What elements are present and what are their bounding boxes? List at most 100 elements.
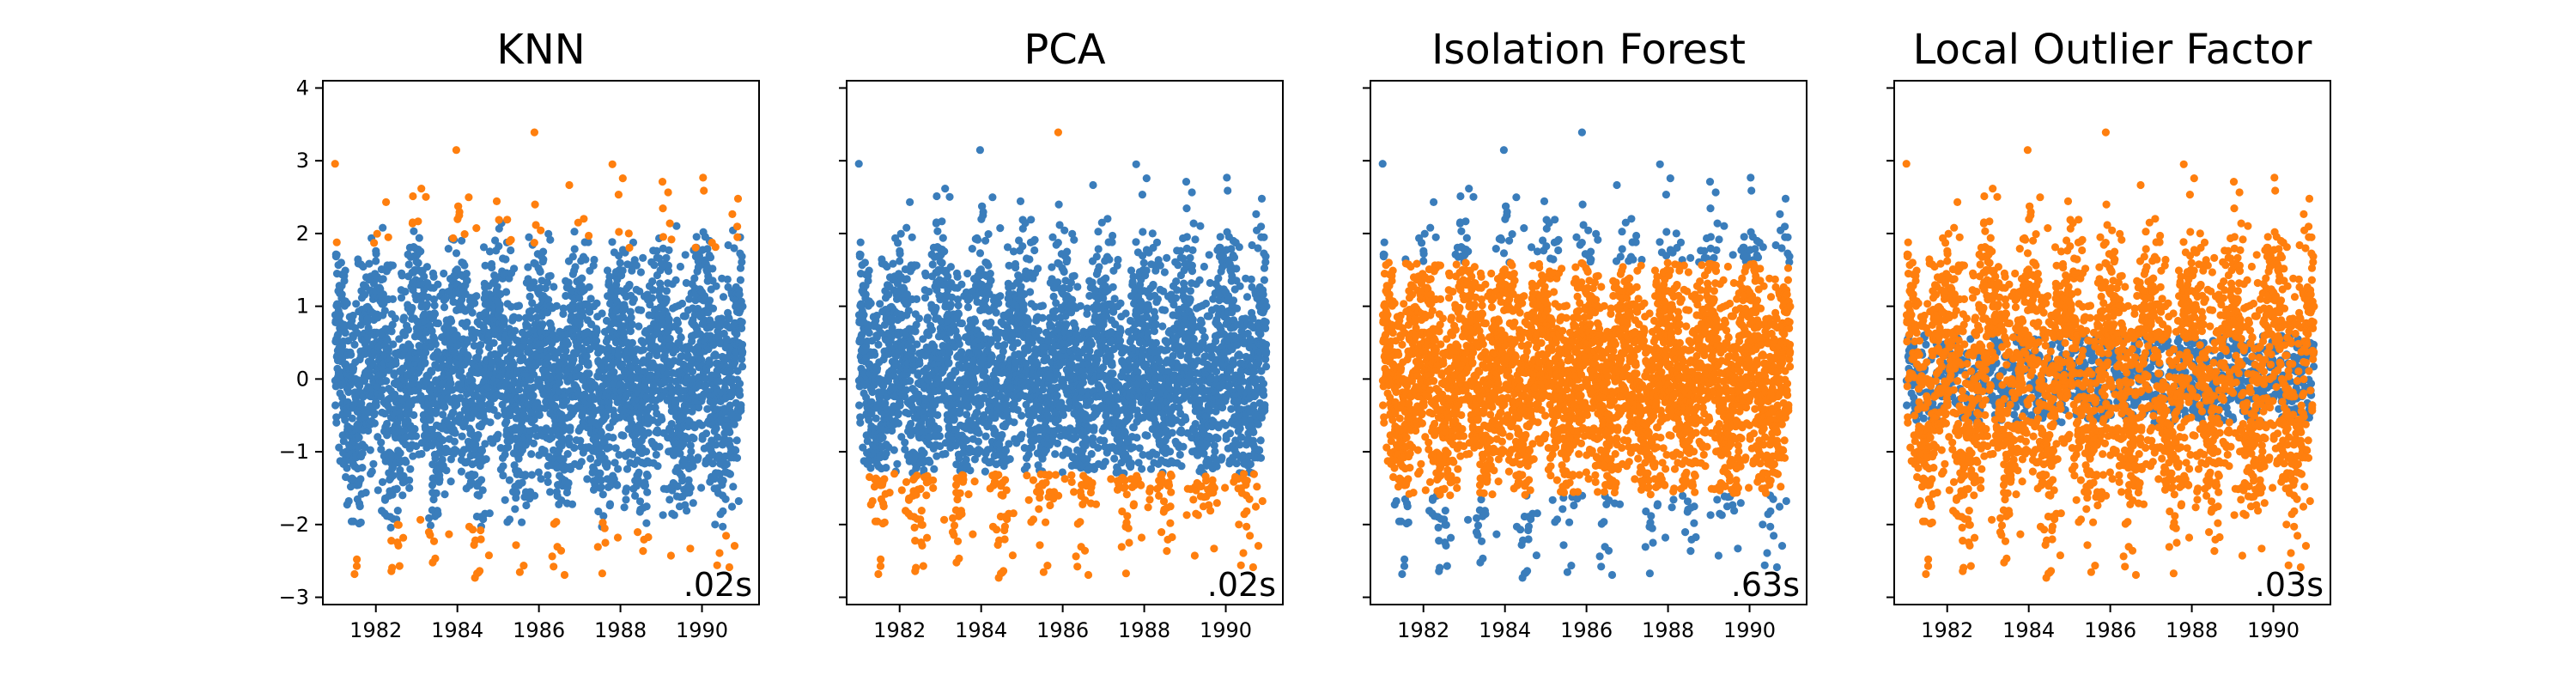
inlier-point [502,288,511,296]
outlier-point [666,551,675,560]
outlier-point [495,216,503,224]
inlier-point [392,484,401,493]
inlier-point [628,320,636,329]
inlier-point [637,306,646,314]
inlier-point [714,433,722,441]
inlier-point [422,263,431,271]
inlier-point [678,477,687,485]
inlier-point [505,515,514,524]
inlier-point [695,404,703,412]
inlier-point [355,502,364,511]
inlier-point [347,350,355,359]
inlier-point [615,451,623,459]
inlier-point [482,455,490,464]
inlier-point [629,295,638,303]
inlier-point [398,491,407,500]
inlier-point [862,393,871,402]
inlier-point [635,497,645,506]
inlier-point [532,432,541,441]
inlier-point [934,424,943,434]
inlier-point [592,337,601,345]
inlier-point [912,261,920,270]
inlier-point [957,280,966,289]
inlier-point [686,483,695,492]
inlier-point [902,223,911,232]
inlier-point [908,233,916,241]
inlier-point [597,429,605,437]
inlier-point [387,327,396,336]
y-tick-label: 3 [296,149,309,173]
inlier-point [984,261,993,270]
inlier-point [578,274,586,283]
inlier-point [464,336,472,344]
inlier-point [687,447,696,456]
inlier-point [936,441,945,451]
inlier-point [724,240,732,250]
outlier-point [417,185,426,193]
inlier-point [953,272,962,281]
inlier-point [872,311,881,320]
inlier-point [854,160,863,168]
y-tick-label: 1 [296,295,309,319]
inlier-point [861,290,870,299]
inlier-point [525,233,533,241]
inlier-point [568,500,577,508]
inlier-point [414,258,422,267]
inlier-point [614,345,623,354]
outlier-point [691,243,700,252]
inlier-point [590,255,598,264]
inlier-point [356,320,365,329]
outlier-point [422,192,430,201]
inlier-point [653,462,662,471]
outlier-point [625,243,634,252]
x-tick-label: 1982 [349,618,402,642]
inlier-points [331,219,747,532]
inlier-point [882,464,890,472]
inlier-point [603,459,611,468]
inlier-point [984,230,993,239]
inlier-point [405,476,414,484]
outlier-point [733,233,742,241]
inlier-point [868,387,877,397]
inlier-point [712,351,720,360]
outlier-point [353,555,361,564]
inlier-point [860,258,869,267]
inlier-point [471,299,479,307]
inlier-point [535,410,544,419]
inlier-point [576,436,585,445]
inlier-point [460,261,469,270]
outlier-point [733,194,743,203]
inlier-point [422,349,430,357]
inlier-point [1012,264,1020,272]
inlier-point [968,245,976,253]
inlier-point [526,313,536,322]
inlier-point [428,326,436,336]
inlier-point [941,449,950,459]
inlier-point [501,495,509,504]
inlier-point [636,268,645,277]
inlier-point [671,276,680,284]
inlier-point [404,325,412,334]
inlier-point [598,309,606,318]
inlier-point [880,320,889,329]
inlier-point [682,278,690,288]
inlier-point [954,309,963,319]
inlier-point [477,447,487,455]
inlier-point [702,381,710,390]
inlier-point [736,276,744,284]
inlier-point [692,233,701,241]
inlier-point [603,266,612,275]
inlier-point [620,503,629,512]
inlier-point [594,507,603,516]
inlier-point [477,341,485,350]
inlier-point [919,335,927,344]
outlier-point [618,174,627,183]
inlier-point [697,483,706,492]
inlier-point [906,377,914,386]
inlier-point [404,260,413,269]
inlier-point [370,419,379,428]
inlier-point [963,303,973,312]
inlier-point [726,470,734,478]
inlier-point [478,486,487,495]
